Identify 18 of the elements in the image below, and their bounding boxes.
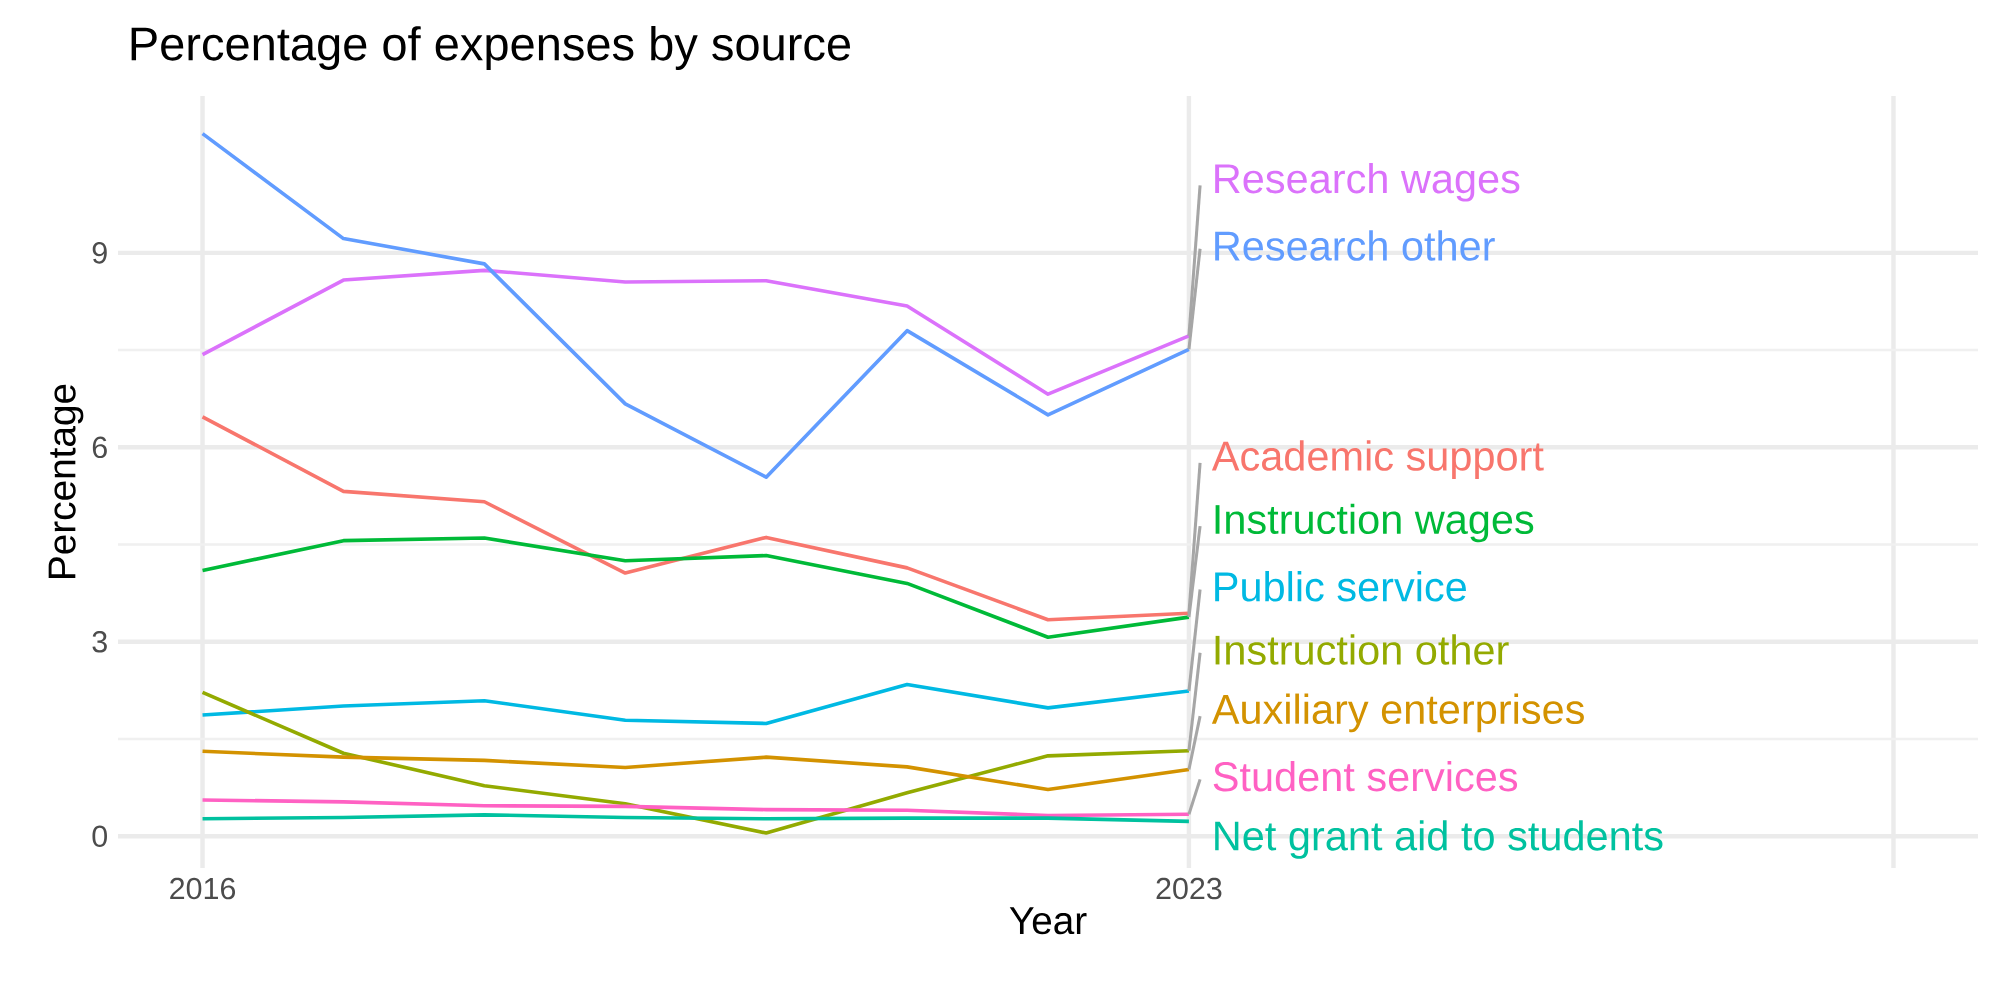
- y-tick-label: 6: [92, 436, 107, 459]
- y-axis-title: Percentage: [48, 384, 84, 578]
- text: Research other: [1215, 230, 1495, 261]
- text: Instruction other: [1215, 634, 1509, 665]
- text: Public service: [1215, 571, 1466, 602]
- text: Research wages: [1215, 162, 1520, 202]
- y-tick-label: 0: [92, 825, 107, 848]
- series-label: Net grant aid to students: [1215, 820, 1663, 859]
- y-tick-label: 9: [92, 242, 107, 264]
- x-tick-label: 2016: [170, 877, 236, 900]
- chart-title: Percentage of expenses by source: [131, 26, 851, 70]
- text: Academic support: [1211, 440, 1544, 480]
- x-axis-title: Year: [1009, 907, 1087, 935]
- x-tick-label: 2023: [1156, 877, 1222, 900]
- series-label: Auxiliary enterprises: [1211, 693, 1584, 733]
- y-tick-label: 3: [92, 631, 107, 653]
- series-label: Instruction wages: [1215, 503, 1534, 543]
- series-label: Student services: [1213, 760, 1518, 792]
